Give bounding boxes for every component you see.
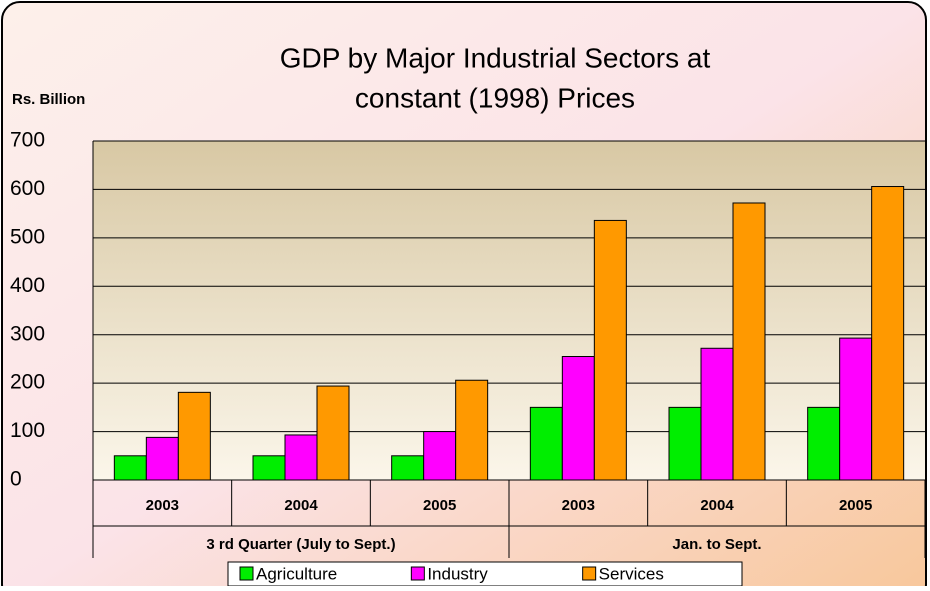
y-tick-label: 300	[10, 322, 45, 345]
legend-label: Agriculture	[256, 564, 337, 583]
y-tick-label: 600	[10, 177, 45, 200]
legend-swatch	[582, 566, 597, 581]
bar	[700, 347, 734, 481]
chart-title: GDP by Major Industrial Sectors at	[280, 42, 711, 73]
bar	[561, 356, 595, 481]
x-tick-label: 2004	[700, 497, 734, 514]
group-label: Jan. to Sept.	[672, 536, 761, 553]
bar	[391, 455, 425, 481]
y-tick-label: 0	[10, 468, 22, 491]
bar	[455, 379, 489, 481]
bar	[529, 406, 563, 481]
y-tick-label: 400	[10, 274, 45, 297]
legend-label: Industry	[427, 564, 488, 583]
bar	[145, 436, 179, 481]
legend-swatch	[410, 566, 425, 581]
bar	[252, 455, 286, 481]
x-tick-label: 2003	[562, 497, 595, 514]
bar	[423, 431, 457, 481]
bar	[177, 391, 211, 481]
y-axis-label: Rs. Billion	[12, 91, 85, 108]
x-tick-label: 2004	[284, 497, 318, 514]
chart-title: constant (1998) Prices	[355, 82, 635, 113]
x-tick-label: 2003	[146, 497, 179, 514]
plot-area	[93, 141, 925, 480]
y-tick-label: 500	[10, 225, 45, 248]
bar	[284, 434, 318, 481]
x-tick-label: 2005	[423, 497, 456, 514]
bar	[593, 219, 627, 481]
legend-swatch	[239, 566, 254, 581]
y-tick-label: 700	[10, 129, 45, 152]
legend-box	[227, 561, 743, 587]
y-tick-label: 100	[10, 419, 45, 442]
bar	[839, 337, 873, 481]
y-tick-label: 200	[10, 371, 45, 394]
bar	[807, 406, 841, 481]
bar	[732, 202, 766, 481]
group-label: 3 rd Quarter (July to Sept.)	[206, 536, 395, 553]
bar	[871, 186, 905, 481]
bar	[668, 406, 702, 481]
legend-label: Services	[599, 564, 664, 583]
x-tick-label: 2005	[839, 497, 872, 514]
bar	[316, 385, 350, 481]
bar	[113, 455, 147, 481]
